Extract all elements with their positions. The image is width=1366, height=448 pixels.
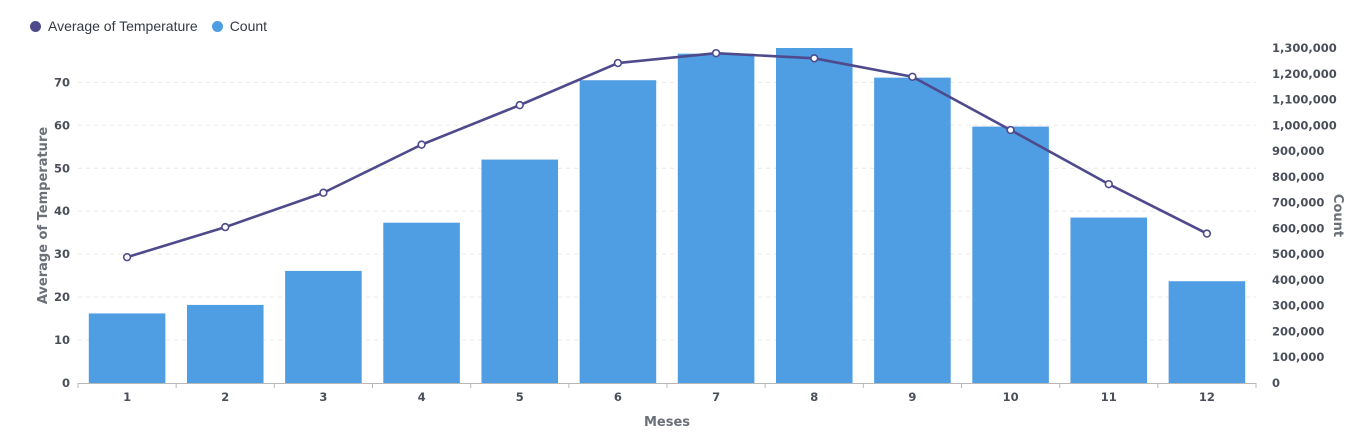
point-temperature [1104, 179, 1113, 189]
legend-label-count: Count [229, 18, 268, 34]
bar-count [88, 313, 166, 383]
bar-count [972, 126, 1049, 383]
x-tick-label: 11 [1101, 390, 1117, 404]
y-left-tick-label: 30 [54, 247, 70, 261]
y-right-tick-label: 700,000 [1272, 196, 1324, 210]
point-temperature [515, 100, 524, 110]
bar-count [383, 222, 460, 383]
y-left-tick-label: 10 [54, 333, 70, 347]
axes: 0 10 20 30 40 50 60 70 0 100,000 200,000 300,000 400… [54, 41, 1337, 404]
y-right-tick-label: 1,000,000 [1272, 118, 1337, 132]
bar-count [1168, 281, 1246, 383]
y-left-tick-label: 60 [54, 118, 70, 132]
x-tick-label: 6 [614, 390, 622, 404]
line-series-temperature [122, 48, 1212, 262]
legend-dot-temperature [30, 20, 41, 32]
y-left-tick-label: 40 [54, 204, 70, 218]
bar-count [775, 48, 853, 383]
point-temperature [221, 222, 230, 232]
y-right-tick-label: 100,000 [1272, 350, 1324, 364]
y-right-tick-label: 400,000 [1272, 273, 1324, 287]
bar-series-count [88, 48, 1246, 384]
x-axis-title: Meses [644, 415, 690, 430]
bar-count [874, 77, 951, 383]
y-right-tick-label: 1,100,000 [1272, 93, 1337, 107]
bar-count [579, 80, 657, 383]
point-temperature [417, 140, 426, 149]
x-tick-label: 4 [418, 390, 426, 404]
bar-count [1070, 217, 1148, 383]
x-tick-label: 8 [810, 390, 818, 404]
bar-count [186, 304, 264, 383]
legend-item-temperature[interactable]: Average of Temperature [30, 18, 198, 34]
y-right-tick-label: 800,000 [1272, 170, 1324, 184]
point-temperature [122, 252, 132, 262]
x-tick-label: 1 [123, 390, 131, 404]
chart-legend: Average of Temperature Count [30, 14, 267, 38]
point-temperature [810, 54, 819, 63]
x-tick-label: 7 [712, 390, 720, 404]
y-left-tick-label: 0 [62, 376, 70, 390]
y-right-tick-label: 600,000 [1272, 221, 1324, 235]
legend-label-temperature: Average of Temperature [48, 18, 198, 34]
x-tick-label: 5 [516, 390, 524, 404]
y-left-tick-label: 50 [54, 161, 70, 175]
x-tick-label: 12 [1199, 390, 1215, 404]
y-right-tick-label: 1,200,000 [1272, 67, 1337, 81]
legend-dot-count [211, 20, 223, 32]
x-tick-label: 10 [1003, 390, 1019, 404]
bar-count [677, 53, 755, 384]
x-tick-label: 3 [319, 390, 327, 404]
x-tick-label: 2 [221, 390, 229, 404]
y-right-tick-label: 500,000 [1272, 247, 1324, 261]
y-axis-left-title: Average of Temperature [36, 127, 51, 305]
y-right-tick-label: 200,000 [1272, 324, 1324, 338]
y-right-tick-label: 1,300,000 [1272, 41, 1337, 55]
y-left-tick-label: 70 [54, 75, 70, 89]
point-temperature [319, 188, 328, 197]
bar-count [481, 159, 559, 383]
y-right-tick-label: 0 [1272, 376, 1280, 390]
x-tick-label: 9 [908, 390, 916, 404]
point-temperature [1202, 229, 1212, 238]
point-temperature [711, 48, 721, 58]
y-axis-right-title: Count [1330, 194, 1345, 237]
point-temperature [908, 72, 917, 81]
point-temperature [1006, 125, 1015, 135]
y-right-tick-label: 900,000 [1272, 144, 1324, 158]
point-temperature [613, 58, 623, 68]
y-left-tick-label: 20 [54, 290, 70, 304]
legend-item-count[interactable]: Count [211, 18, 268, 34]
line-temperature [126, 51, 1208, 259]
bar-count [285, 270, 362, 383]
y-right-tick-label: 300,000 [1272, 299, 1324, 313]
